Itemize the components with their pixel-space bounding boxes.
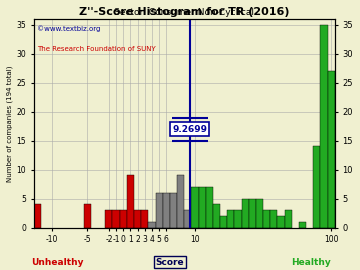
Bar xyxy=(105,210,112,228)
Bar xyxy=(278,216,285,228)
Bar xyxy=(112,210,120,228)
Bar xyxy=(299,222,306,228)
Bar xyxy=(163,193,170,228)
Bar xyxy=(134,210,141,228)
Bar xyxy=(234,210,242,228)
Bar xyxy=(313,146,320,228)
Bar xyxy=(328,71,335,228)
Bar xyxy=(33,204,41,228)
Bar xyxy=(285,210,292,228)
Bar xyxy=(213,204,220,228)
Bar xyxy=(320,25,328,228)
Y-axis label: Number of companies (194 total): Number of companies (194 total) xyxy=(7,65,13,181)
Bar xyxy=(170,193,177,228)
Bar xyxy=(227,210,234,228)
Bar xyxy=(263,210,270,228)
Bar xyxy=(249,198,256,228)
Bar xyxy=(141,210,148,228)
Bar xyxy=(199,187,206,228)
Text: Sector: Consumer Non-Cyclical: Sector: Consumer Non-Cyclical xyxy=(114,8,254,17)
Bar xyxy=(148,222,156,228)
Text: 9.2699: 9.2699 xyxy=(172,124,207,134)
Text: The Research Foundation of SUNY: The Research Foundation of SUNY xyxy=(37,46,156,52)
Title: Z''-Score Histogram for TR (2016): Z''-Score Histogram for TR (2016) xyxy=(79,7,289,17)
Bar xyxy=(127,176,134,228)
Bar xyxy=(242,198,249,228)
Bar xyxy=(270,210,278,228)
Bar xyxy=(84,204,91,228)
Bar xyxy=(206,187,213,228)
Text: Score: Score xyxy=(156,258,184,266)
Text: Unhealthy: Unhealthy xyxy=(31,258,84,266)
Bar xyxy=(220,216,227,228)
Bar xyxy=(192,187,199,228)
Bar xyxy=(184,210,192,228)
Bar xyxy=(256,198,263,228)
Text: ©www.textbiz.org: ©www.textbiz.org xyxy=(37,25,100,32)
Bar xyxy=(156,193,163,228)
Bar xyxy=(120,210,127,228)
Text: Healthy: Healthy xyxy=(291,258,330,266)
Bar xyxy=(177,176,184,228)
